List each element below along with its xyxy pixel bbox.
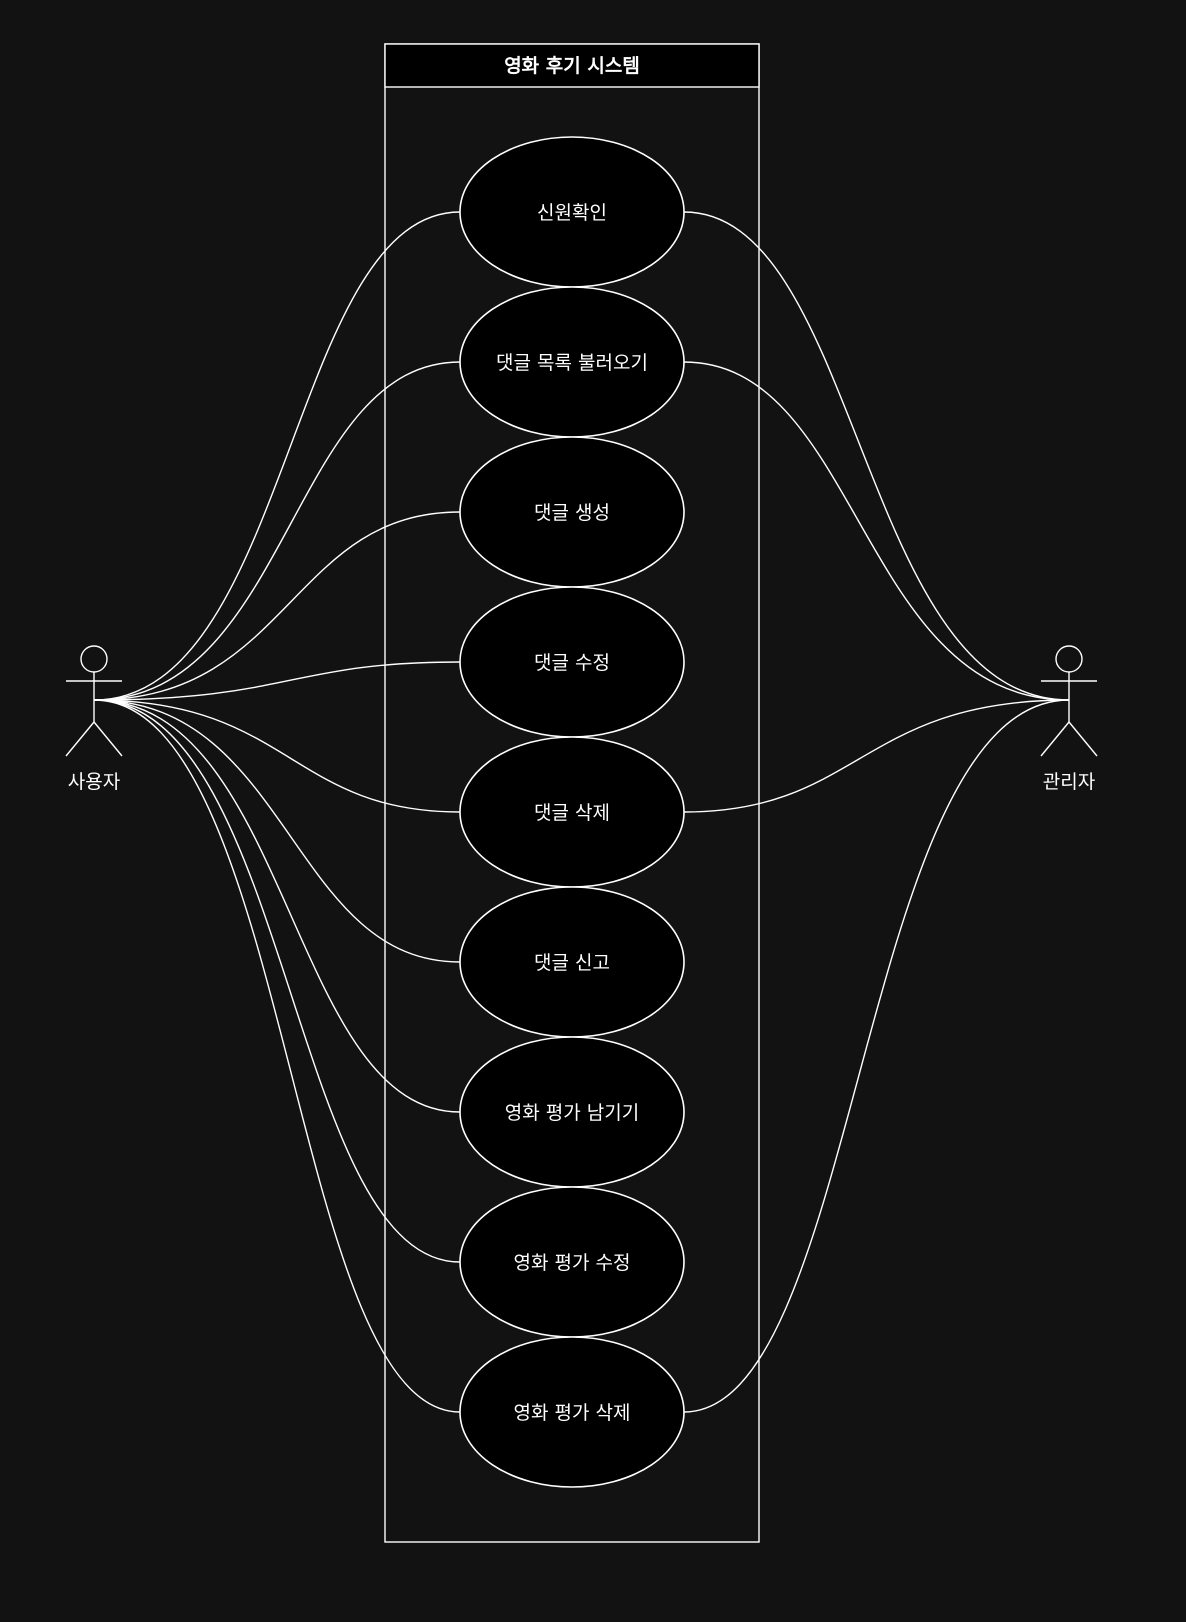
system-title-bar	[384, 43, 760, 88]
actor-admin[interactable]: 관리자	[1040, 645, 1098, 793]
use-case-label: 댓글 신고	[534, 952, 610, 974]
association-admin-uc-identity-check	[683, 211, 1070, 701]
actor-user[interactable]: 사용자	[65, 645, 123, 793]
stick-figure-icon	[65, 645, 123, 757]
use-case-uc-edit-comment[interactable]: 댓글 수정	[459, 586, 685, 738]
association-user-uc-report-comment	[93, 699, 461, 963]
use-case-label: 댓글 목록 불러오기	[496, 352, 648, 374]
association-admin-uc-delete-rating	[683, 699, 1070, 1413]
use-case-label: 영화 평가 남기기	[505, 1102, 639, 1124]
use-case-label: 영화 평가 수정	[514, 1252, 631, 1274]
association-user-uc-edit-comment	[93, 661, 461, 701]
system-boundary: 영화 후기 시스템	[384, 43, 760, 1543]
association-user-uc-delete-comment	[93, 699, 461, 813]
association-user-uc-edit-rating	[93, 699, 461, 1263]
use-case-uc-load-comments[interactable]: 댓글 목록 불러오기	[459, 286, 685, 438]
use-case-uc-delete-rating[interactable]: 영화 평가 삭제	[459, 1336, 685, 1488]
association-user-uc-identity-check	[93, 211, 461, 701]
use-case-uc-delete-comment[interactable]: 댓글 삭제	[459, 736, 685, 888]
use-case-uc-leave-rating[interactable]: 영화 평가 남기기	[459, 1036, 685, 1188]
use-case-label: 댓글 수정	[534, 652, 610, 674]
use-case-label: 영화 평가 삭제	[514, 1402, 631, 1424]
use-case-label: 댓글 생성	[534, 502, 610, 524]
association-user-uc-delete-rating	[93, 699, 461, 1413]
association-admin-uc-delete-comment	[683, 699, 1070, 813]
use-case-uc-report-comment[interactable]: 댓글 신고	[459, 886, 685, 1038]
actor-user-label: 사용자	[68, 771, 120, 793]
system-title: 영화 후기 시스템	[504, 55, 640, 77]
association-user-uc-load-comments	[93, 361, 461, 701]
association-admin-uc-load-comments	[683, 361, 1070, 701]
association-user-uc-leave-rating	[93, 699, 461, 1113]
stick-figure-icon	[1040, 645, 1098, 757]
use-case-label: 댓글 삭제	[534, 802, 610, 824]
use-case-uc-identity-check[interactable]: 신원확인	[459, 136, 685, 288]
actor-admin-label: 관리자	[1043, 771, 1095, 793]
association-user-uc-create-comment	[93, 511, 461, 701]
use-case-uc-edit-rating[interactable]: 영화 평가 수정	[459, 1186, 685, 1338]
use-case-uc-create-comment[interactable]: 댓글 생성	[459, 436, 685, 588]
use-case-ellipse	[459, 1336, 685, 1488]
use-case-label: 신원확인	[537, 202, 607, 224]
association-lines	[93, 211, 1070, 1413]
